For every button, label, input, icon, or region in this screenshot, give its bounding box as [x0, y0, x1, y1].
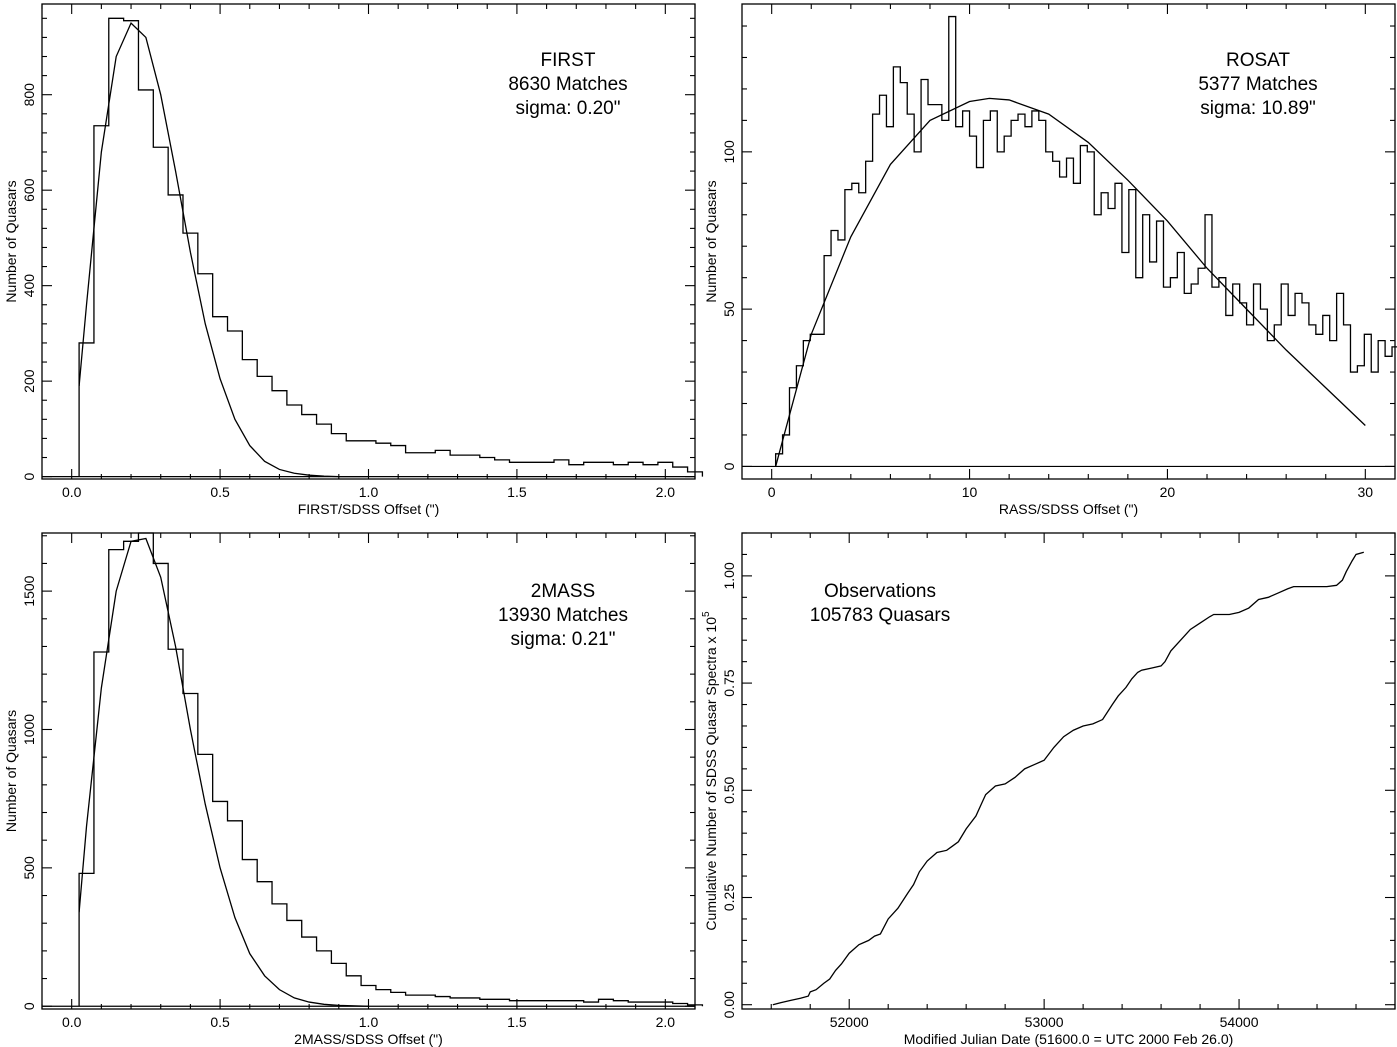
y-tick-label: 0.50: [721, 776, 737, 803]
annotation-line-1: 105783 Quasars: [810, 605, 951, 626]
x-tick-label: 20: [1160, 484, 1176, 500]
x-tick-label: 0: [768, 484, 776, 500]
y-tick-label: 500: [21, 856, 37, 880]
annotation-line-0: Observations: [824, 581, 936, 602]
cumulative-line: [772, 551, 1364, 1006]
x-tick-label: 10: [962, 484, 978, 500]
annotation-line-0: 2MASS: [531, 581, 595, 602]
x-tick-label: 2.0: [656, 1014, 676, 1030]
fit-curve: [78, 21, 369, 478]
x-tick-label: 1.0: [359, 1014, 379, 1030]
y-tick-label: 1.00: [721, 562, 737, 589]
x-axis-label: Modified Julian Date (51600.0 = UTC 2000…: [904, 1031, 1234, 1047]
annotation-line-1: 13930 Matches: [498, 605, 628, 626]
x-tick-label: 0.5: [210, 484, 230, 500]
x-tick-label: 2.0: [656, 484, 676, 500]
fit-curve: [78, 537, 369, 1007]
histogram-steps: [774, 15, 1397, 467]
x-axis-label: RASS/SDSS Offset ("): [999, 501, 1138, 517]
annotation-line-1: 8630 Matches: [508, 74, 627, 95]
y-tick-label: 200: [21, 369, 37, 393]
x-tick-label: 1.5: [507, 484, 527, 500]
chart-panel-1: 0 10 20 30 0 50 100 RASS/SDSS Offset (") Number …: [703, 3, 1397, 517]
fit-curve: [775, 97, 1366, 467]
y-axis-label: Number of Quasars: [3, 710, 19, 832]
x-tick-label: 54000: [1220, 1014, 1259, 1030]
y-tick-label: 400: [21, 274, 37, 298]
chart-panel-0: 0.0 0.5 1.0 1.5 2.0 0 200 400 600 800 FIRST/SDSS O…: [3, 3, 704, 517]
y-tick-label: 1000: [21, 714, 37, 745]
y-tick-label: 0.25: [721, 884, 737, 911]
y-tick-label: 0.75: [721, 669, 737, 696]
y-axis-exponent: 5: [701, 611, 712, 617]
y-axis-label: Number of Quasars: [703, 180, 719, 302]
x-tick-label: 0.0: [62, 484, 82, 500]
x-tick-label: 1.0: [359, 484, 379, 500]
annotation-line-0: ROSAT: [1226, 50, 1290, 71]
y-tick-label: 1500: [21, 575, 37, 606]
histogram-steps: [78, 532, 704, 1007]
y-tick-label: 0: [21, 473, 37, 481]
plot-frame: [741, 3, 1396, 480]
x-tick-label: 0.5: [210, 1014, 230, 1030]
x-axis-label: FIRST/SDSS Offset ("): [298, 501, 440, 517]
histogram-steps: [78, 17, 704, 477]
y-axis-label: Cumulative Number of SDSS Quasar Spectra…: [701, 611, 719, 931]
chart-panel-3: 52000 53000 54000 0.00 0.25 0.50 0.75 1.00 Modif…: [701, 532, 1396, 1047]
annotation-line-2: sigma: 10.89": [1200, 98, 1316, 119]
chart-panel-2: 0.0 0.5 1.0 1.5 2.0 0 500 1000 1500 2MASS/SDSS Of…: [3, 532, 704, 1047]
y-tick-label: 0.00: [721, 991, 737, 1018]
plot-frame: [741, 532, 1396, 1010]
y-tick-label: 0: [21, 1002, 37, 1010]
y-axis-label: Number of Quasars: [3, 180, 19, 302]
y-tick-label: 50: [721, 301, 737, 317]
x-tick-label: 1.5: [507, 1014, 527, 1030]
annotation-line-2: sigma: 0.20": [516, 98, 621, 119]
x-tick-label: 52000: [830, 1014, 869, 1030]
x-tick-label: 0.0: [62, 1014, 82, 1030]
y-tick-label: 800: [21, 83, 37, 107]
y-tick-label: 100: [721, 140, 737, 164]
y-tick-label: 0: [721, 462, 737, 470]
annotation-line-1: 5377 Matches: [1198, 74, 1317, 95]
y-tick-label: 600: [21, 178, 37, 202]
annotation-line-0: FIRST: [541, 50, 596, 71]
annotation-line-2: sigma: 0.21": [511, 629, 616, 650]
x-tick-label: 30: [1358, 484, 1374, 500]
x-tick-label: 53000: [1025, 1014, 1064, 1030]
x-axis-label: 2MASS/SDSS Offset ("): [294, 1031, 443, 1047]
